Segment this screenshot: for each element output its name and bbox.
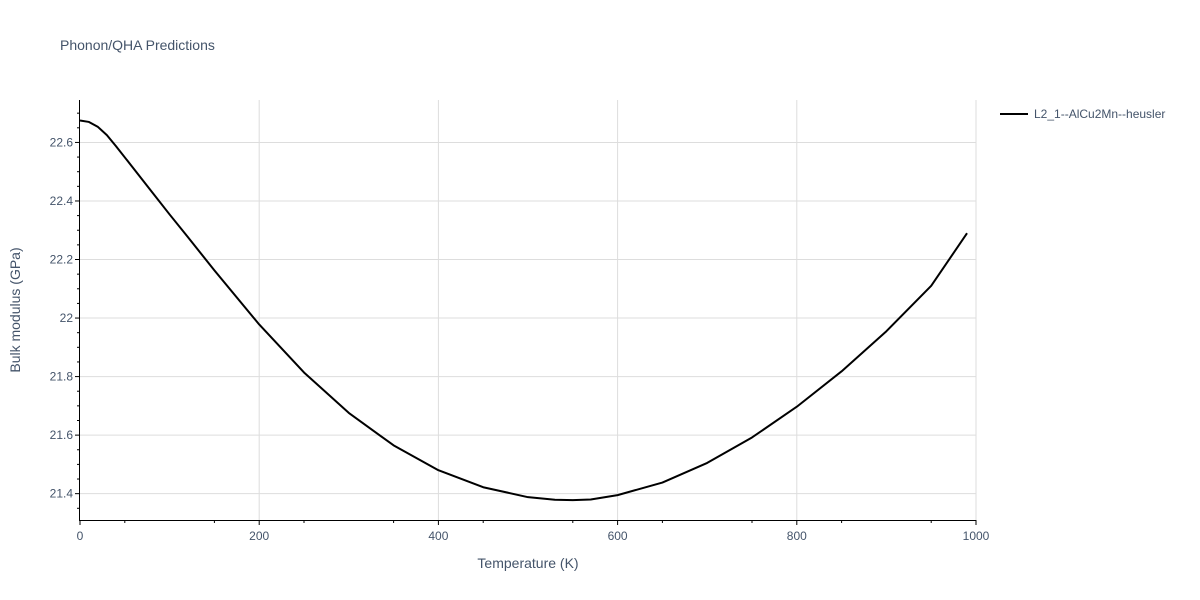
x-tick-label: 1000 [963, 529, 990, 543]
x-tick-label: 200 [249, 529, 269, 543]
chart-title: Phonon/QHA Predictions [60, 37, 215, 53]
y-tick-label: 21.6 [50, 428, 74, 442]
ticks: 0 200 400 600 800 1000 21.4 21.6 21.8 22 22.2 22.4 2… [50, 112, 990, 543]
x-tick-label: 600 [608, 529, 628, 543]
x-tick-label: 0 [77, 529, 84, 543]
y-tick-label: 22.2 [50, 253, 74, 267]
x-tick-label: 400 [428, 529, 448, 543]
y-axis-title: Bulk modulus (GPa) [7, 247, 23, 372]
y-tick-label: 22.4 [50, 194, 74, 208]
y-tick-label: 22 [60, 311, 74, 325]
grid [80, 100, 977, 520]
series-line [79, 119, 968, 502]
y-tick-label: 21.8 [50, 370, 74, 384]
legend-label: L2_1--AlCu2Mn--heusler [1034, 107, 1165, 121]
y-tick-label: 22.6 [50, 135, 74, 149]
axes [79, 100, 976, 521]
x-axis-title: Temperature (K) [477, 555, 578, 571]
legend[interactable]: L2_1--AlCu2Mn--heusler [1000, 107, 1165, 121]
plot-area [79, 119, 968, 502]
x-tick-label: 800 [787, 529, 807, 543]
y-tick-label: 21.4 [50, 487, 74, 501]
